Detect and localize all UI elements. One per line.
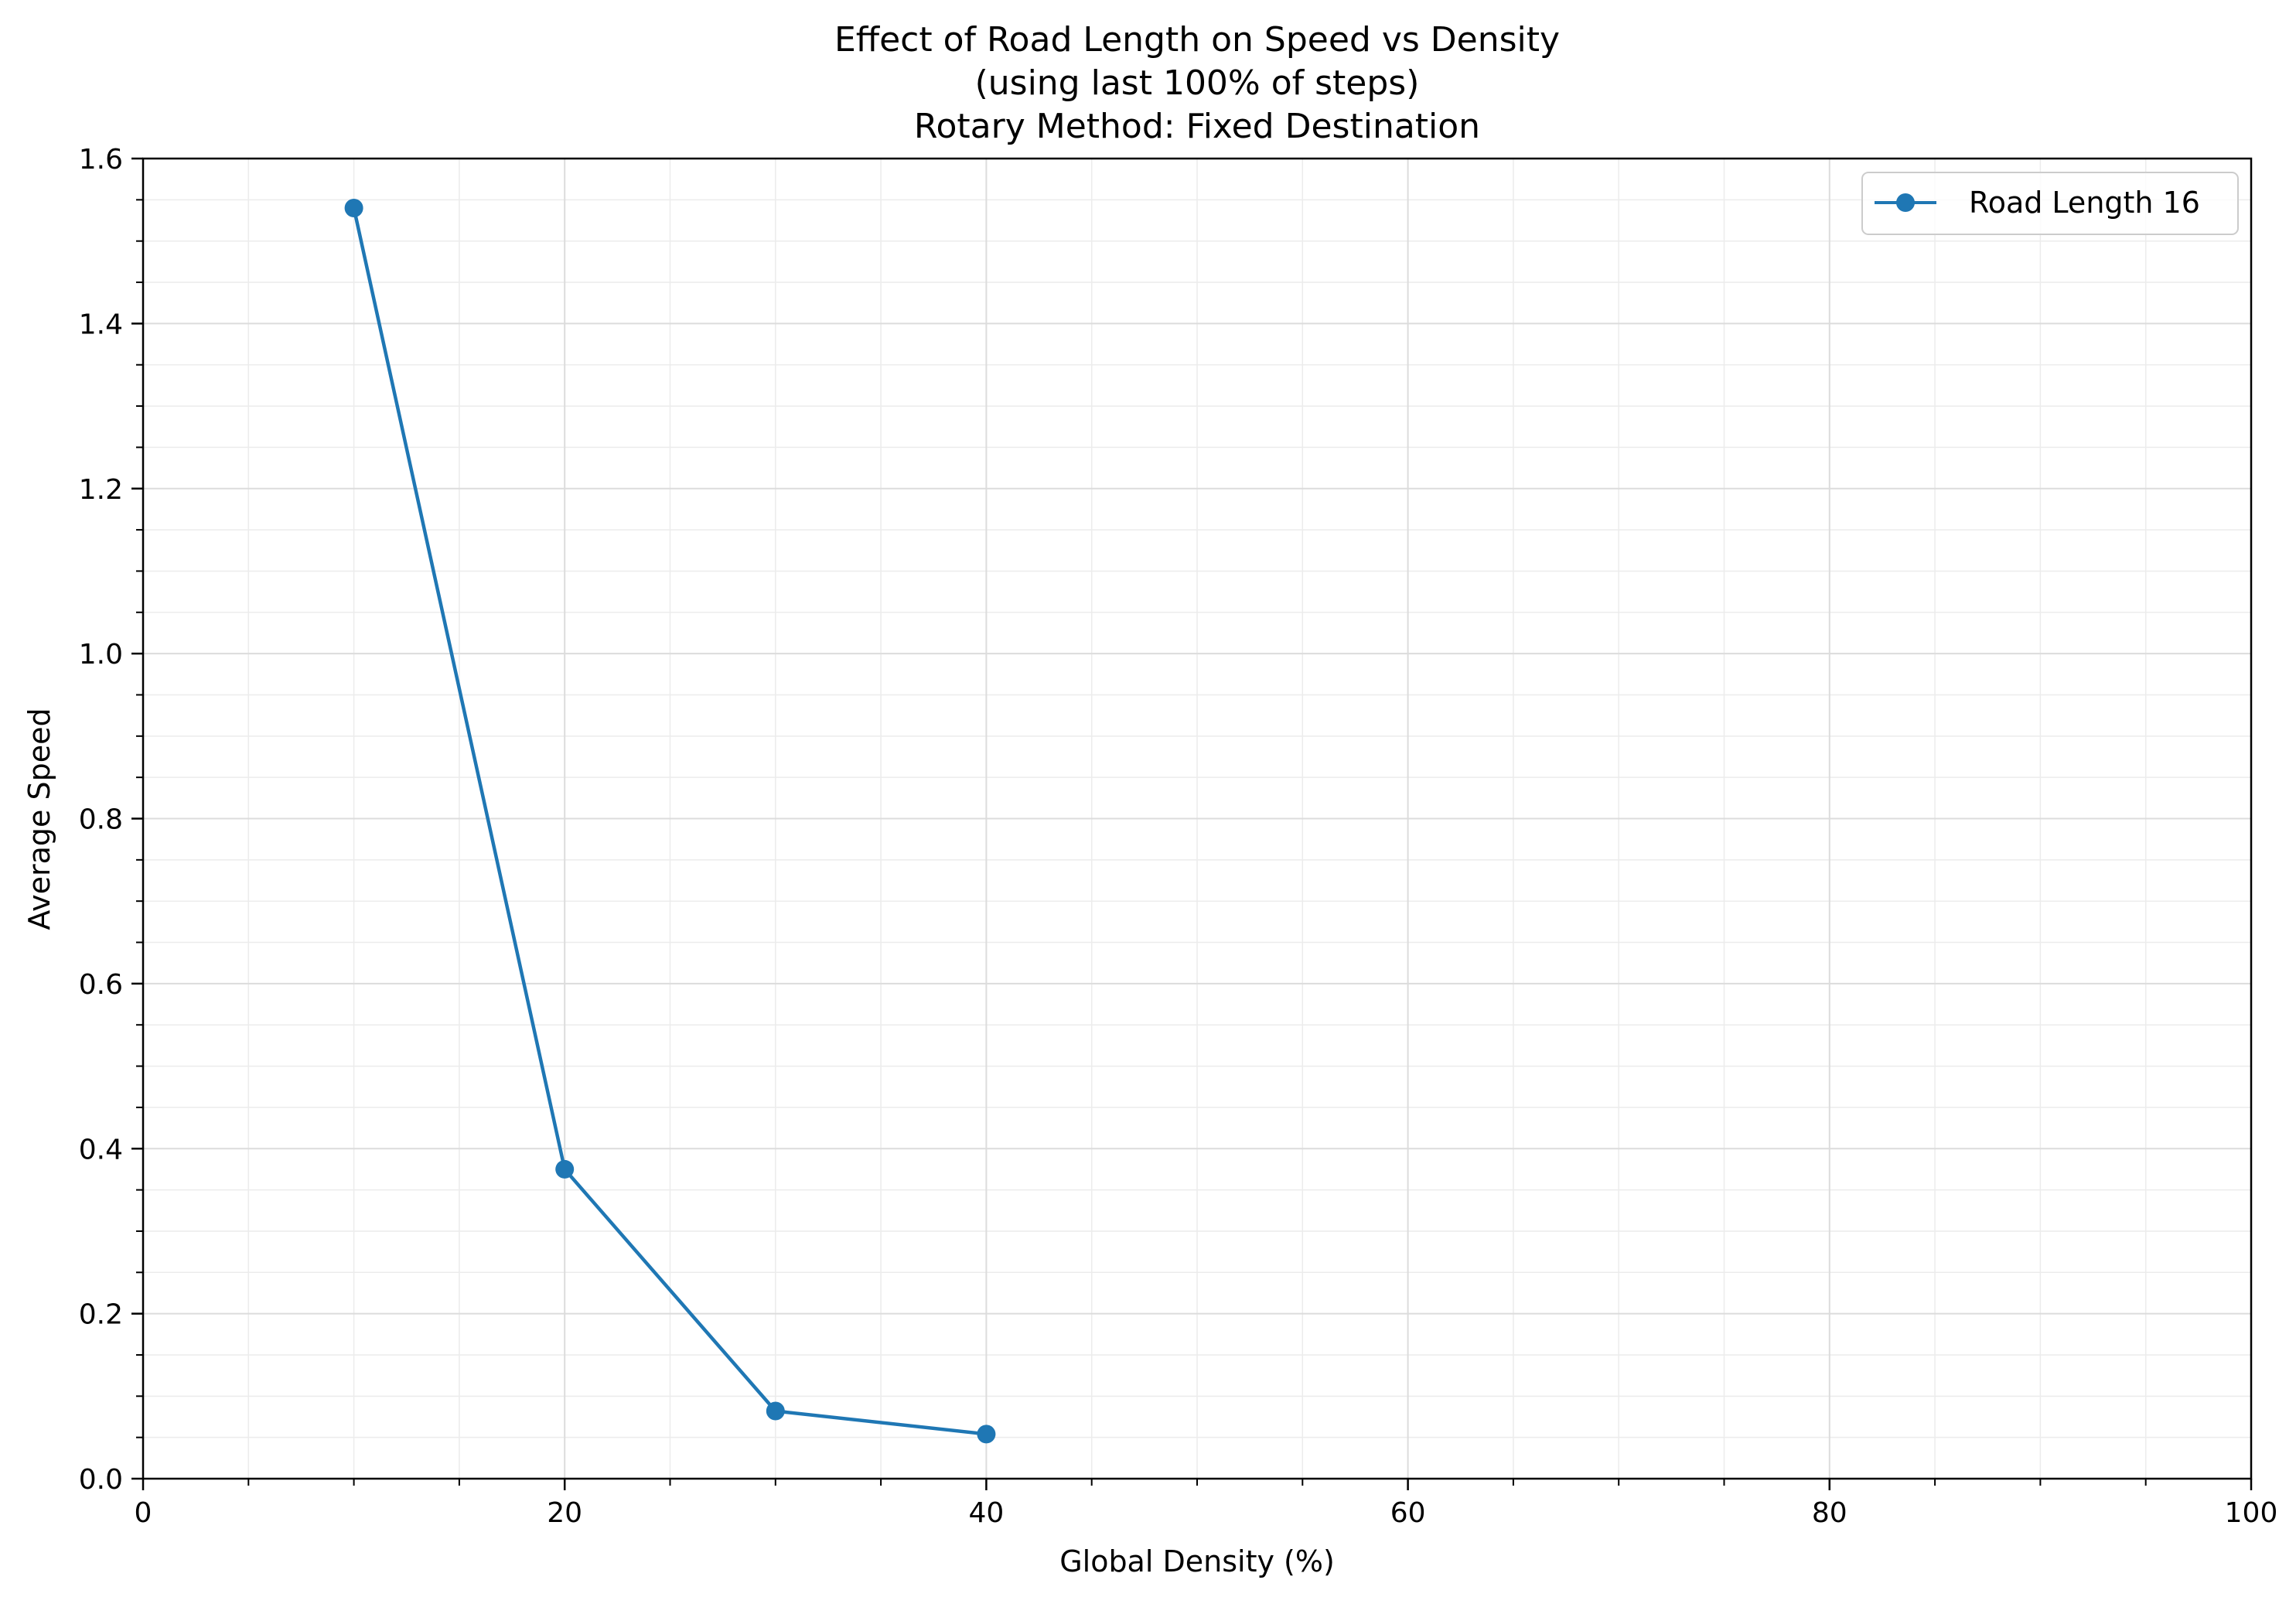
y-tick-label: 1.2 [79,474,123,506]
y-axis-label: Average Speed [22,708,56,930]
chart-title-line-2: (using last 100% of steps) [975,63,1420,103]
data-point [766,1401,785,1421]
x-axis-label: Global Density (%) [1059,1544,1335,1578]
chart-title-line-3: Rotary Method: Fixed Destination [914,107,1480,146]
series-line [352,207,987,1436]
series [344,199,996,1444]
legend-label: Road Length 16 [1969,186,2200,220]
legend-frame [1861,172,2239,235]
data-point [344,199,363,218]
data-point [977,1425,996,1444]
y-tick-label: 0.0 [79,1464,123,1496]
x-tick-label: 0 [135,1497,152,1529]
y-tick-label: 1.0 [79,639,123,671]
y-tick-label: 1.6 [79,144,123,176]
x-tick-label: 60 [1390,1497,1426,1529]
x-tick-label: 80 [1812,1497,1847,1529]
chart-title-line-1: Effect of Road Length on Speed vs Densit… [834,20,1560,60]
x-tick-label: 20 [547,1497,582,1529]
x-tick-label: 100 [2225,1497,2278,1529]
ticks: 0 20 40 60 80 100 0.0 0.2 0.4 0.6 0.8 1.0 1.2 1.4 1.6 [79,144,2278,1529]
grid [142,158,2252,1479]
y-tick-label: 0.4 [79,1134,123,1165]
legend-marker-swatch [1896,193,1915,212]
x-tick-label: 40 [968,1497,1004,1529]
y-tick-label: 0.6 [79,969,123,1001]
y-tick-label: 0.8 [79,804,123,836]
legend: Road Length 16 [1861,172,2239,235]
y-tick-label: 1.4 [79,309,123,340]
chart-title: Effect of Road Length on Speed vs Densit… [834,20,1560,146]
data-point [555,1159,575,1179]
y-tick-label: 0.2 [79,1299,123,1331]
